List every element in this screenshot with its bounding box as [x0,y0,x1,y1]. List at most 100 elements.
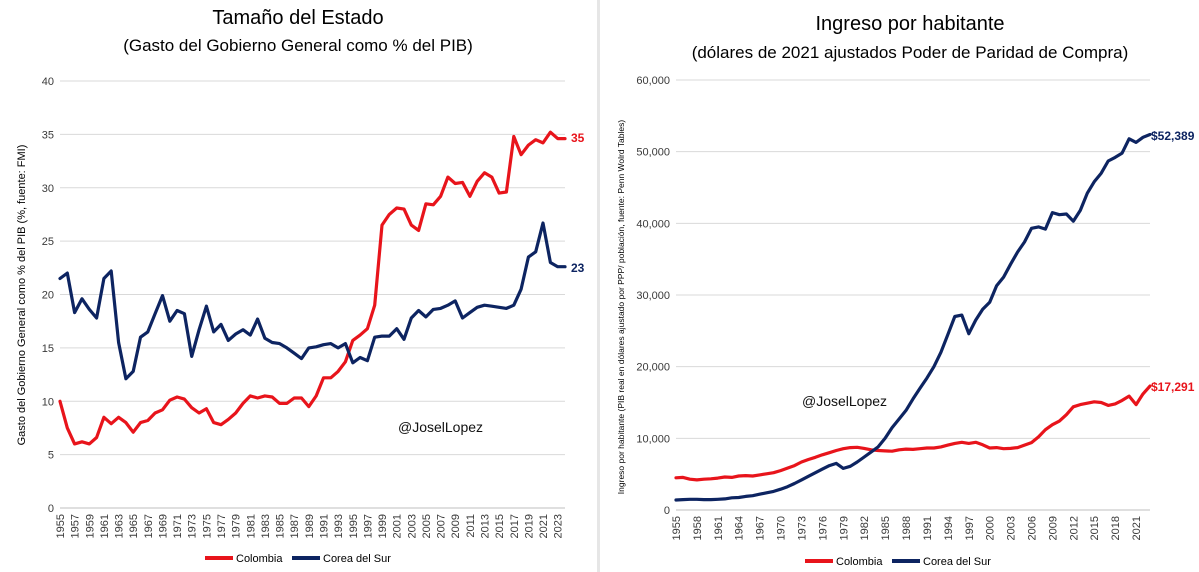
y-tick-label: 0 [664,505,670,517]
y-tick-label: 20 [42,290,54,302]
x-tick-label: 2000 [985,516,997,540]
y-tick-label: 5 [48,450,54,462]
legend-label-corea: Corea del Sur [923,556,991,568]
legend-label-colombia: Colombia [836,556,883,568]
x-tick-label: 1985 [880,516,892,540]
x-tick-label: 2012 [1068,516,1080,540]
x-tick-label: 1985 [275,514,287,538]
y-tick-label: 35 [42,129,54,141]
x-tick-label: 2011 [465,514,477,538]
x-tick-label: 1961 [713,516,725,540]
grid-lines [60,80,565,509]
x-tick-label: 1989 [304,514,316,538]
x-tick-label: 2018 [1110,516,1122,540]
x-tick-label: 1983 [260,514,272,538]
legend-label-corea: Corea del Sur [323,553,391,565]
y-tick-label: 30 [42,183,54,195]
x-tick-label: 2007 [436,514,448,538]
x-tick-label: 2009 [450,514,462,538]
y-tick-label: 50,000 [636,147,670,159]
x-tick-label: 2017 [509,514,521,538]
chart-panel-gasto: 0 5 10 15 20 25 30 35 40 1955 1957 1959 1961 1963 196… [0,0,595,572]
end-label-corea: $52,389 [1151,129,1195,143]
x-tick-label: 1991 [318,514,330,538]
x-tick-label: 1965 [128,514,140,538]
y-tick-label: 0 [48,503,54,515]
y-tick-label: 30,000 [636,290,670,302]
legend: Colombia Corea del Sur [805,556,991,568]
x-tick-label: 1982 [859,516,871,540]
x-axis-ticks: 1955 1958 1961 1964 1967 1970 1973 1976 1979 1982… [671,516,1143,540]
y-tick-label: 20,000 [636,362,670,374]
series-line-colombia [58,130,567,446]
chart-ingreso-habitante: 0 10,000 20,000 30,000 40,000 50,000 60,000 19… [616,13,1195,568]
y-tick-label: 25 [42,236,54,248]
x-tick-label: 2015 [1089,516,1101,540]
x-tick-label: 1969 [157,514,169,538]
x-tick-label: 1971 [172,514,184,538]
x-tick-label: 1973 [796,516,808,540]
x-tick-label: 1959 [84,514,96,538]
chart-title: Ingreso por habitante [815,13,1004,35]
series-lines [58,130,567,446]
x-tick-label: 1976 [817,516,829,540]
x-tick-label: 1977 [216,514,228,538]
y-tick-label: 40,000 [636,218,670,230]
end-label-corea: 23 [571,261,585,275]
x-tick-label: 2003 [1006,516,1018,540]
chart-title: Tamaño del Estado [212,7,383,29]
y-axis-ticks: 0 10,000 20,000 30,000 40,000 50,000 60,000 [636,75,670,517]
series-line-corea [674,132,1152,502]
chart-subtitle: (Gasto del Gobierno General como % del P… [123,36,473,55]
x-tick-label: 1981 [245,514,257,538]
x-tick-label: 2023 [553,514,565,538]
legend-label-colombia: Colombia [236,553,283,565]
x-tick-label: 1994 [943,516,955,540]
y-tick-label: 60,000 [636,75,670,87]
x-tick-label: 2015 [494,514,506,538]
series-line-corea [58,221,567,381]
series-lines [674,132,1152,502]
x-tick-label: 1967 [755,516,767,540]
y-tick-label: 15 [42,343,54,355]
x-tick-label: 1979 [838,516,850,540]
x-tick-label: 2003 [406,514,418,538]
y-axis-ticks: 0 5 10 15 20 25 30 35 40 [42,76,54,515]
x-tick-label: 1973 [187,514,199,538]
x-tick-label: 1955 [671,516,683,540]
x-tick-label: 1979 [231,514,243,538]
x-tick-label: 1995 [348,514,360,538]
x-tick-label: 2005 [421,514,433,538]
x-tick-label: 1970 [776,516,788,540]
chart-subtitle: (dólares de 2021 ajustados Poder de Pari… [692,43,1129,62]
grid-lines [676,79,1150,511]
y-tick-label: 40 [42,76,54,88]
x-tick-label: 1987 [289,514,301,538]
x-tick-label: 2019 [523,514,535,538]
end-label-colombia: 35 [571,131,585,145]
end-label-colombia: $17,291 [1151,380,1195,394]
y-tick-label: 10 [42,396,54,408]
x-tick-label: 2009 [1047,516,1059,540]
panel-divider [597,0,600,572]
x-tick-label: 1993 [333,514,345,538]
y-tick-label: 10,000 [636,433,670,445]
x-tick-label: 1963 [114,514,126,538]
series-line-colombia [674,384,1152,482]
legend: Colombia Corea del Sur [205,553,391,565]
author-annotation: @JoselLopez [802,393,887,409]
x-tick-label: 1997 [964,516,976,540]
x-tick-label: 2001 [392,514,404,538]
y-axis-label: Ingreso por habitante (PIB real en dólar… [616,120,626,495]
y-axis-label: Gasto del Gobierno General como % del PI… [16,145,28,446]
x-tick-label: 1967 [143,514,155,538]
x-tick-label: 1958 [692,516,704,540]
author-annotation: @JoselLopez [398,419,483,435]
x-tick-label: 2006 [1027,516,1039,540]
chart-panel-ingreso: 0 10,000 20,000 30,000 40,000 50,000 60,000 19… [600,0,1199,572]
x-tick-label: 1961 [99,514,111,538]
x-tick-label: 1975 [201,514,213,538]
x-tick-label: 2013 [479,514,491,538]
x-tick-label: 1964 [734,516,746,540]
